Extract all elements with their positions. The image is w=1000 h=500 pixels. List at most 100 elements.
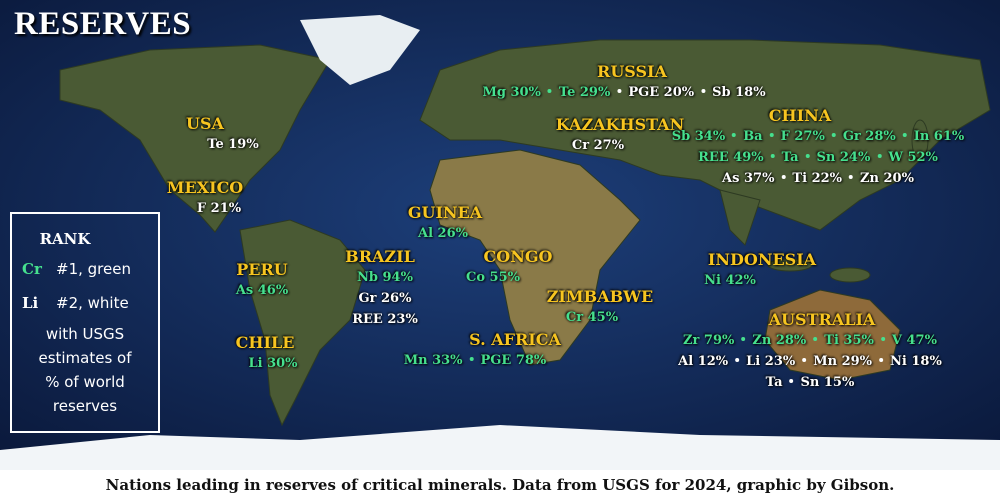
country-label: ZIMBABWE Cr 45%: [547, 287, 654, 328]
mineral-entry: In 61%: [913, 129, 965, 144]
mineral-line: Ni 42%: [676, 270, 784, 291]
country-label: CHINA Sb 34% Ba F 27% Gr 28% In 61% REE 49% Ta S…: [654, 106, 965, 189]
mineral-entry: As 46%: [235, 283, 289, 298]
separator-dot: [789, 379, 794, 383]
legend-text: #2, white: [56, 294, 129, 312]
india: [719, 189, 761, 246]
mineral-entry: Li 23%: [746, 354, 796, 369]
mineral-entry: Zn 28%: [752, 333, 807, 348]
mineral-line: Li 30%: [244, 353, 303, 374]
mineral-entry: Zn 20%: [860, 171, 914, 186]
mineral-entry: Sn 24%: [816, 150, 871, 165]
north-america: [59, 44, 331, 233]
mineral-line: Cr 45%: [539, 307, 646, 328]
mineral-entry: Ba: [743, 129, 763, 144]
africa: [429, 149, 641, 366]
legend-note-line: estimates of: [38, 349, 132, 367]
mineral-entry: Al 26%: [418, 226, 468, 241]
country-label: INDONESIA Ni 42%: [704, 250, 817, 291]
legend: RANK Cr #1, green Li #2, white with USGS est…: [10, 212, 160, 433]
mineral-entry: PGE 20%: [628, 85, 695, 100]
separator-dot: [877, 154, 882, 158]
country-label: USA Te 19%: [179, 114, 259, 155]
island: [829, 267, 871, 283]
country-label: S. AFRICA Mn 33% PGE 78%: [404, 330, 587, 371]
separator-dot: [802, 358, 807, 362]
world-map: [0, 0, 1000, 470]
country-label: PERU As 46%: [236, 260, 288, 301]
mineral-line: Gr 26%: [350, 288, 420, 309]
separator-dot: [547, 89, 552, 93]
separator-dot: [741, 337, 746, 341]
legend-symbol: Cr: [22, 260, 42, 278]
separator-dot: [469, 357, 474, 361]
country-name: GUINEA: [407, 203, 483, 222]
country-name: CHINA: [768, 106, 832, 125]
country-label: CHILE Li 30%: [235, 333, 298, 374]
country-label: KAZAKHSTAN Cr 27%: [556, 115, 684, 156]
mineral-line: Sb 34% Ba F 27% Gr 28% In 61%: [672, 126, 965, 147]
mineral-entry: V 47%: [891, 333, 937, 348]
separator-dot: [902, 133, 907, 137]
legend-note-line: reserves: [52, 397, 118, 415]
mineral-entry: Ti 22%: [792, 171, 843, 186]
mineral-line: Al 12% Li 23% Mn 29% Ni 18%: [678, 351, 942, 372]
country-name: CHILE: [235, 333, 295, 352]
mineral-entry: Zr 79%: [683, 333, 735, 348]
legend-items: Cr #1, green Li #2, white: [12, 252, 158, 320]
island: [911, 119, 929, 161]
country-label: CONGO Co 55%: [466, 247, 552, 288]
separator-dot: [770, 154, 775, 158]
mineral-entry: Gr 28%: [842, 129, 896, 144]
mineral-line: Mg 30% Te 29% PGE 20% Sb 18%: [482, 82, 765, 103]
separator-dot: [735, 358, 740, 362]
mineral-line: Co 55%: [459, 267, 528, 288]
country-name: INDONESIA: [707, 250, 817, 269]
legend-note: with USGS estimates of % of world reserves: [12, 322, 158, 418]
mineral-line: REE 49% Ta Sn 24% W 52%: [672, 147, 965, 168]
mineral-entry: PGE 78%: [480, 353, 547, 368]
australia: [764, 289, 901, 381]
country-name: USA: [186, 114, 224, 133]
mineral-entry: F 27%: [780, 129, 825, 144]
south-america: [239, 219, 366, 427]
title: RESERVES: [14, 6, 192, 42]
mineral-entry: Sb 34%: [671, 129, 726, 144]
mineral-entry: Li 30%: [248, 356, 298, 371]
mineral-line: Mn 33% PGE 78%: [404, 350, 547, 371]
mineral-entry: Ti 35%: [824, 333, 874, 348]
mineral-entry: W 52%: [888, 150, 938, 165]
country-name: RUSSIA: [597, 62, 667, 81]
country-name: MEXICO: [166, 178, 244, 197]
separator-dot: [769, 133, 774, 137]
mineral-line: Zr 79% Zn 28% Ti 35% V 47%: [678, 330, 942, 351]
country-name: PERU: [236, 260, 288, 279]
mineral-line: As 46%: [236, 280, 288, 301]
mineral-entry: Nb 94%: [357, 270, 413, 285]
legend-text: #1, green: [56, 260, 131, 278]
mineral-line: REE 23%: [350, 309, 420, 330]
mineral-line: Ta Sn 15%: [678, 372, 942, 393]
country-name: BRAZIL: [345, 247, 415, 266]
mineral-line: Nb 94%: [350, 267, 420, 288]
separator-dot: [849, 175, 854, 179]
mineral-entry: Al 12%: [678, 354, 729, 369]
island: [767, 258, 813, 272]
separator-dot: [879, 358, 884, 362]
separator-dot: [831, 133, 836, 137]
mineral-entry: F 21%: [196, 201, 242, 216]
mineral-entry: Te 19%: [207, 137, 259, 152]
country-name: KAZAKHSTAN: [555, 115, 685, 134]
country-name: S. AFRICA: [469, 330, 561, 349]
mineral-entry: Ni 42%: [704, 273, 756, 288]
caption: Nations leading in reserves of critical …: [105, 476, 895, 494]
mineral-entry: REE 23%: [352, 312, 418, 327]
legend-item: Cr #1, green: [12, 252, 158, 286]
legend-note-line: with USGS: [45, 325, 125, 343]
legend-item: Li #2, white: [12, 286, 158, 320]
separator-dot: [880, 337, 885, 341]
separator-dot: [617, 89, 622, 93]
mineral-entry: Sn 15%: [800, 375, 855, 390]
mineral-entry: Gr 26%: [358, 291, 412, 306]
